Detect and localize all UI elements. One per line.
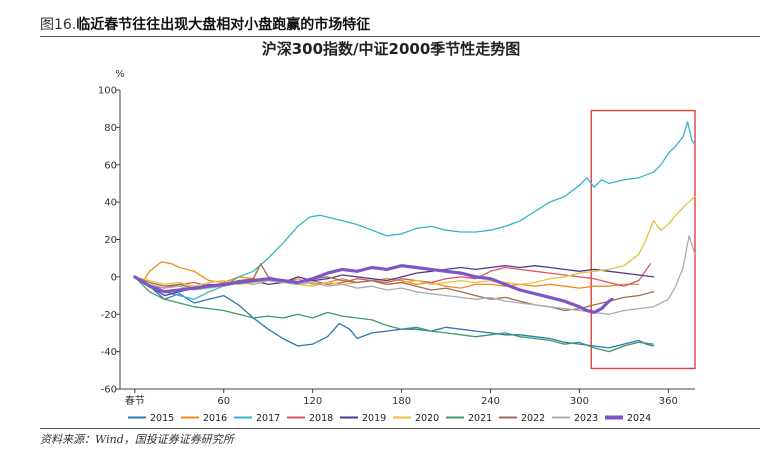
x-tick-label: 60 <box>217 396 230 407</box>
figure-header: 图16.临近春节往往出现大盘相对小盘跑赢的市场特征 <box>40 14 760 37</box>
legend-label-2023: 2023 <box>574 413 598 424</box>
legend-label-2019: 2019 <box>362 413 386 424</box>
y-tick-label: -20 <box>101 310 117 321</box>
legend-label-2021: 2021 <box>468 413 492 424</box>
x-tick-label: 360 <box>659 396 678 407</box>
y-tick-label: 60 <box>104 160 117 171</box>
series-line-2024 <box>133 264 614 314</box>
legend-label-2018: 2018 <box>309 413 333 424</box>
y-tick-label: 40 <box>104 198 117 209</box>
legend-label-2015: 2015 <box>150 413 174 424</box>
y-tick-label: -60 <box>101 385 117 396</box>
source-note: 资料来源：Wind，国投证券证券研究所 <box>40 428 760 447</box>
y-tick-label: 20 <box>104 235 117 246</box>
y-tick-label: 100 <box>98 86 117 97</box>
y-tick-label: -40 <box>101 347 117 358</box>
legend-label-2022: 2022 <box>521 413 545 424</box>
series-line-2015 <box>134 276 655 349</box>
series-line-2023 <box>134 235 696 315</box>
figure-title: 临近春节往往出现大盘相对小盘跑赢的市场特征 <box>76 17 371 33</box>
series-line-2017 <box>134 121 696 300</box>
series-line-2020 <box>134 195 696 287</box>
figure-label: 图16. <box>40 17 77 33</box>
legend-label-2016: 2016 <box>203 413 227 424</box>
x-tick-label: 180 <box>392 396 411 407</box>
y-tick-label: 80 <box>104 123 117 134</box>
y-axis-unit: % <box>115 69 125 80</box>
legend-label-2024: 2024 <box>627 413 651 424</box>
x-tick-label: 120 <box>303 396 322 407</box>
x-tick-label: 240 <box>481 396 500 407</box>
series-line-2021 <box>134 276 655 353</box>
x-tick-label: 300 <box>570 396 589 407</box>
highlight-box <box>590 109 696 370</box>
x-tick-label: 春节 <box>125 395 145 407</box>
legend-label-2017: 2017 <box>256 413 280 424</box>
y-tick-label: 0 <box>111 272 117 283</box>
legend-label-2020: 2020 <box>415 413 439 424</box>
chart-title: 沪深300指数/中证2000季节性走势图 <box>261 40 521 58</box>
